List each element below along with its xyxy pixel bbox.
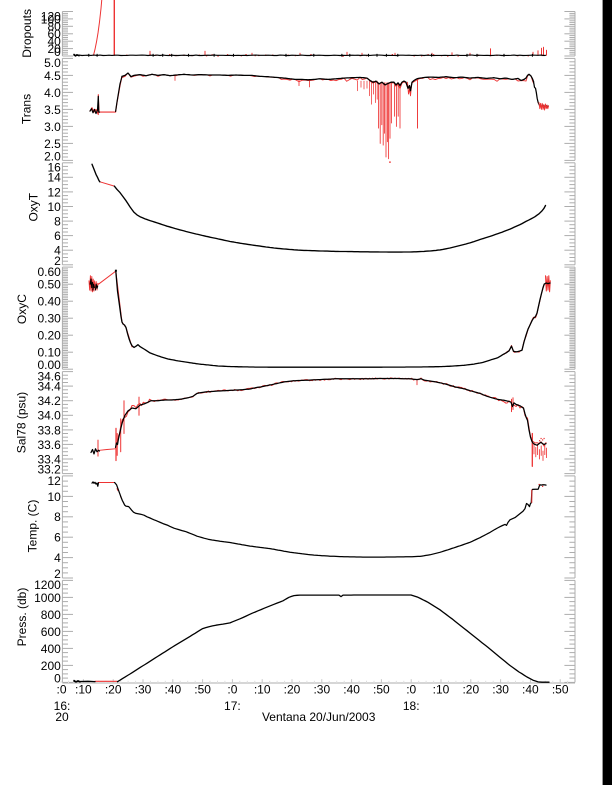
svg-text:33.4: 33.4 bbox=[37, 452, 61, 466]
svg-text:0.40: 0.40 bbox=[37, 295, 61, 309]
svg-text:OxyC: OxyC bbox=[15, 294, 29, 324]
svg-text:16: 16 bbox=[47, 161, 61, 175]
svg-text:12: 12 bbox=[47, 185, 61, 199]
svg-text::50: :50 bbox=[552, 683, 569, 697]
svg-text:1000: 1000 bbox=[34, 591, 61, 605]
svg-text:4.5: 4.5 bbox=[44, 69, 61, 83]
svg-text:Dropouts: Dropouts bbox=[20, 9, 34, 58]
svg-text:Ventana 20/Jun/2003: Ventana 20/Jun/2003 bbox=[262, 710, 376, 724]
svg-text::10: :10 bbox=[433, 683, 450, 697]
svg-text::40: :40 bbox=[343, 683, 360, 697]
svg-text:0.10: 0.10 bbox=[37, 346, 61, 360]
svg-text:20: 20 bbox=[47, 42, 61, 56]
svg-text:16:: 16: bbox=[54, 699, 71, 713]
svg-text::10: :10 bbox=[75, 683, 92, 697]
svg-text:Trans: Trans bbox=[20, 94, 34, 124]
svg-text:0.20: 0.20 bbox=[37, 329, 61, 343]
svg-text::0: :0 bbox=[227, 683, 237, 697]
svg-text::30: :30 bbox=[492, 683, 509, 697]
svg-text:34.0: 34.0 bbox=[37, 409, 61, 423]
svg-text:0.50: 0.50 bbox=[37, 278, 61, 292]
svg-text:40: 40 bbox=[47, 35, 61, 49]
svg-text:33.8: 33.8 bbox=[37, 423, 61, 437]
svg-text:0.30: 0.30 bbox=[37, 312, 61, 326]
svg-text:5.0: 5.0 bbox=[44, 56, 61, 70]
svg-text:200: 200 bbox=[41, 659, 61, 673]
svg-text:OxyT: OxyT bbox=[27, 192, 41, 221]
svg-text::20: :20 bbox=[105, 683, 122, 697]
svg-text:20: 20 bbox=[55, 710, 69, 724]
svg-text:0: 0 bbox=[54, 671, 61, 685]
svg-text:34.6: 34.6 bbox=[37, 369, 61, 383]
svg-text::0: :0 bbox=[56, 683, 66, 697]
svg-text::20: :20 bbox=[284, 683, 301, 697]
svg-text:14: 14 bbox=[47, 171, 61, 185]
svg-text:0.60: 0.60 bbox=[37, 265, 61, 279]
svg-text:0.00: 0.00 bbox=[37, 358, 61, 372]
svg-text:10: 10 bbox=[47, 200, 61, 214]
svg-text:400: 400 bbox=[41, 642, 61, 656]
svg-text:Press. (db): Press. (db) bbox=[15, 588, 29, 647]
svg-text:60: 60 bbox=[47, 27, 61, 41]
svg-text:8: 8 bbox=[54, 215, 61, 229]
svg-text::40: :40 bbox=[164, 683, 181, 697]
svg-text::30: :30 bbox=[135, 683, 152, 697]
svg-text::50: :50 bbox=[194, 683, 211, 697]
svg-text:8: 8 bbox=[54, 510, 61, 524]
svg-text:4.0: 4.0 bbox=[44, 86, 61, 100]
svg-text:800: 800 bbox=[41, 608, 61, 622]
svg-text:4: 4 bbox=[54, 551, 61, 565]
svg-text:600: 600 bbox=[41, 625, 61, 639]
svg-text:1200: 1200 bbox=[34, 578, 61, 592]
svg-text:2: 2 bbox=[54, 567, 61, 581]
svg-text:18:: 18: bbox=[403, 699, 420, 713]
svg-text:2: 2 bbox=[54, 254, 61, 268]
svg-text:2.5: 2.5 bbox=[44, 137, 61, 151]
svg-text:100: 100 bbox=[41, 12, 61, 26]
svg-text::40: :40 bbox=[522, 683, 539, 697]
svg-text::30: :30 bbox=[313, 683, 330, 697]
svg-text:3.0: 3.0 bbox=[44, 120, 61, 134]
svg-text:10: 10 bbox=[47, 490, 61, 504]
svg-text:3.5: 3.5 bbox=[44, 103, 61, 117]
svg-text::50: :50 bbox=[373, 683, 390, 697]
svg-text:6: 6 bbox=[54, 229, 61, 243]
svg-text:34.2: 34.2 bbox=[37, 394, 61, 408]
svg-text:6: 6 bbox=[54, 531, 61, 545]
svg-text::0: :0 bbox=[406, 683, 416, 697]
svg-text:0: 0 bbox=[54, 45, 61, 59]
svg-text:Sal78 (psu): Sal78 (psu) bbox=[15, 392, 29, 453]
svg-text:4: 4 bbox=[54, 244, 61, 258]
svg-text::20: :20 bbox=[462, 683, 479, 697]
svg-text:Temp. (C): Temp. (C) bbox=[26, 500, 40, 553]
svg-text:2.0: 2.0 bbox=[44, 149, 61, 163]
svg-text::10: :10 bbox=[254, 683, 271, 697]
svg-text:12: 12 bbox=[47, 474, 61, 488]
svg-text:33.2: 33.2 bbox=[37, 463, 61, 477]
svg-text:33.6: 33.6 bbox=[37, 438, 61, 452]
svg-text:80: 80 bbox=[47, 20, 61, 34]
svg-text:120: 120 bbox=[41, 9, 61, 23]
svg-text:17:: 17: bbox=[224, 699, 241, 713]
svg-text:34.4: 34.4 bbox=[37, 380, 61, 394]
